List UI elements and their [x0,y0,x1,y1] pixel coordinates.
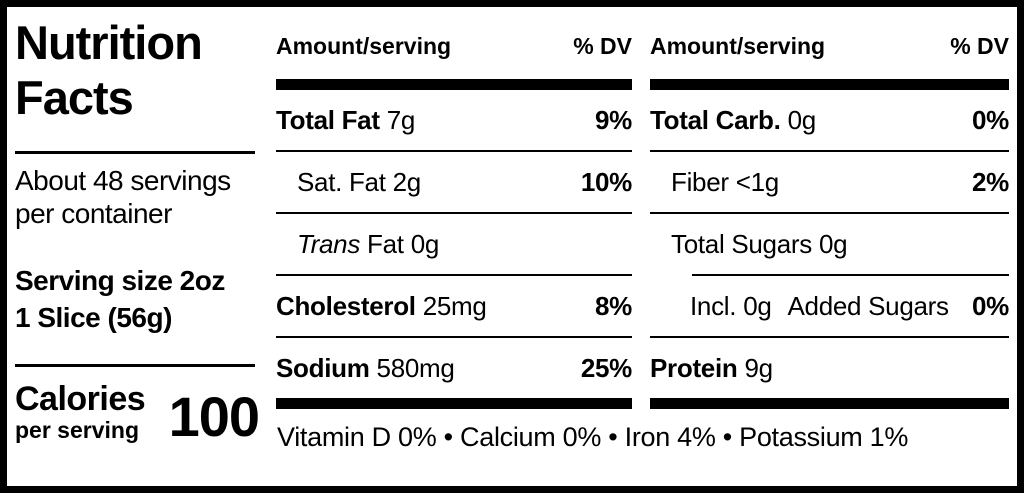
header-amount-serving: Amount/serving [276,32,452,59]
divider [650,150,1009,152]
nutrient-amount: 7g [386,104,416,135]
serving-size-line-1: Serving size 2oz [15,265,225,296]
header-percent-dv: % DV [573,32,632,59]
divider [276,336,632,338]
divider [650,336,1009,338]
title-line-2: Facts [15,71,134,124]
nutrient-amount: 0g [818,228,848,259]
calories-labels: Calories per serving [15,380,146,444]
thick-bar [650,79,1009,90]
nutrient-name: Incl. [690,290,737,321]
row-trans-fat: Trans Fat 0g [276,214,632,274]
thick-bar [650,398,1009,409]
nutrient-amount: 25mg [422,290,487,321]
nutrient-name: Cholesterol [276,290,416,321]
nutrient-name: Total Sugars [671,228,812,259]
serving-size: Serving size 2oz 1 Slice (56g) [15,262,263,336]
divider [650,212,1009,214]
title-line-1: Nutrition [15,16,203,69]
nutrient-amount: 0g [743,290,772,321]
row-fiber: Fiber <1g 2% [650,152,1009,212]
calories-block: Calories per serving 100 [15,380,260,448]
thick-bar [276,79,632,90]
header-amount-serving: Amount/serving [650,32,826,59]
nutrient-dv: 9% [595,104,632,135]
summary-panel: Nutrition Facts About 48 servings per co… [15,7,263,486]
nutrition-facts-title: Nutrition Facts [15,15,263,125]
row-total-sugars: Total Sugars 0g [650,214,1009,274]
row-cholesterol: Cholesterol 25mg 8% [276,276,632,336]
nutrient-amount: 2g [392,166,422,197]
nutrient-dv: 2% [972,166,1009,197]
nutrient-amount: 580mg [376,352,455,383]
servings-line-1: About 48 servings [15,165,231,196]
nutrient-dv: 0% [972,290,1009,321]
nutrient-dv: 10% [580,166,632,197]
nutrient-name: Sodium [276,352,370,383]
divider [15,364,255,367]
vitamins-minerals-line: Vitamin D 0% • Calcium 0% • Iron 4% • Po… [277,422,909,452]
calories-label: Calories [15,380,146,418]
row-added-sugars: Incl. 0g Added Sugars 0% [650,276,1009,336]
nutrient-name-suffix: Added Sugars [787,290,949,321]
nutrient-amount: <1g [735,166,780,197]
row-sat-fat: Sat. Fat 2g 10% [276,152,632,212]
divider [15,151,255,154]
divider [276,274,632,276]
nutrient-name: Fat [367,228,404,259]
nutrient-dv: 25% [580,352,632,383]
nutrient-name: Total Fat [276,104,380,135]
divider [692,274,1009,276]
row-sodium: Sodium 580mg 25% [276,338,632,398]
nutrient-column-carbs: Amount/serving % DV Total Carb. 0g 0% Fi… [650,7,1009,486]
nutrient-dv: 8% [595,290,632,321]
nutrient-name: Sat. Fat [297,166,386,197]
divider [276,150,632,152]
nutrient-amount: 0g [410,228,440,259]
servings-per-container: About 48 servings per container [15,164,263,230]
nutrient-amount: 9g [744,352,773,383]
calories-sublabel: per serving [15,417,139,443]
divider [276,212,632,214]
nutrient-name: Total Carb. [650,104,781,135]
thick-bar [276,398,632,409]
row-total-fat: Total Fat 7g 9% [276,90,632,150]
serving-size-line-2: 1 Slice (56g) [15,302,172,333]
row-protein: Protein 9g [650,338,1009,398]
row-total-carb: Total Carb. 0g 0% [650,90,1009,150]
nutrient-amount: 0g [787,104,817,135]
column-header: Amount/serving % DV [650,7,1009,79]
calories-value: 100 [168,385,260,448]
header-percent-dv: % DV [950,32,1009,59]
servings-line-2: per container [15,198,172,229]
column-header: Amount/serving % DV [276,7,632,79]
nutrient-name-italic: Trans [297,228,361,259]
nutrient-column-fats: Amount/serving % DV Total Fat 7g 9% Sat.… [276,7,632,486]
nutrient-dv: 0% [972,104,1009,135]
nutrient-name: Protein [650,352,738,383]
nutrient-name: Fiber [671,166,729,197]
